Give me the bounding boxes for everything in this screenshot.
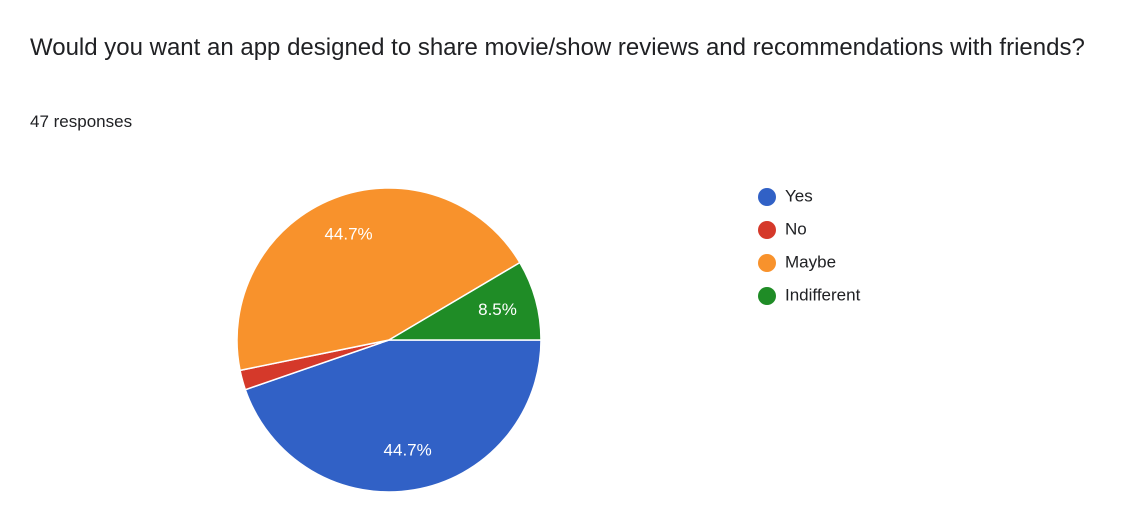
slice-label: 44.7% (324, 225, 372, 244)
slice-label: 8.5% (478, 300, 517, 319)
chart-title: Would you want an app designed to share … (30, 34, 1085, 61)
chart-subtitle: 47 responses (30, 112, 133, 131)
legend-swatch (758, 287, 776, 305)
pie-slice (236, 187, 521, 372)
slice-label: 44.7% (384, 440, 432, 459)
pie-slice (386, 261, 542, 341)
legend-label: No (785, 219, 807, 238)
legend-label: Yes (785, 186, 813, 205)
legend-swatch (758, 254, 776, 272)
legend-label: Maybe (785, 252, 836, 271)
legend-label: Indifferent (785, 285, 861, 304)
pie-slice (244, 339, 542, 493)
legend-swatch (758, 188, 776, 206)
legend-swatch (758, 221, 776, 239)
